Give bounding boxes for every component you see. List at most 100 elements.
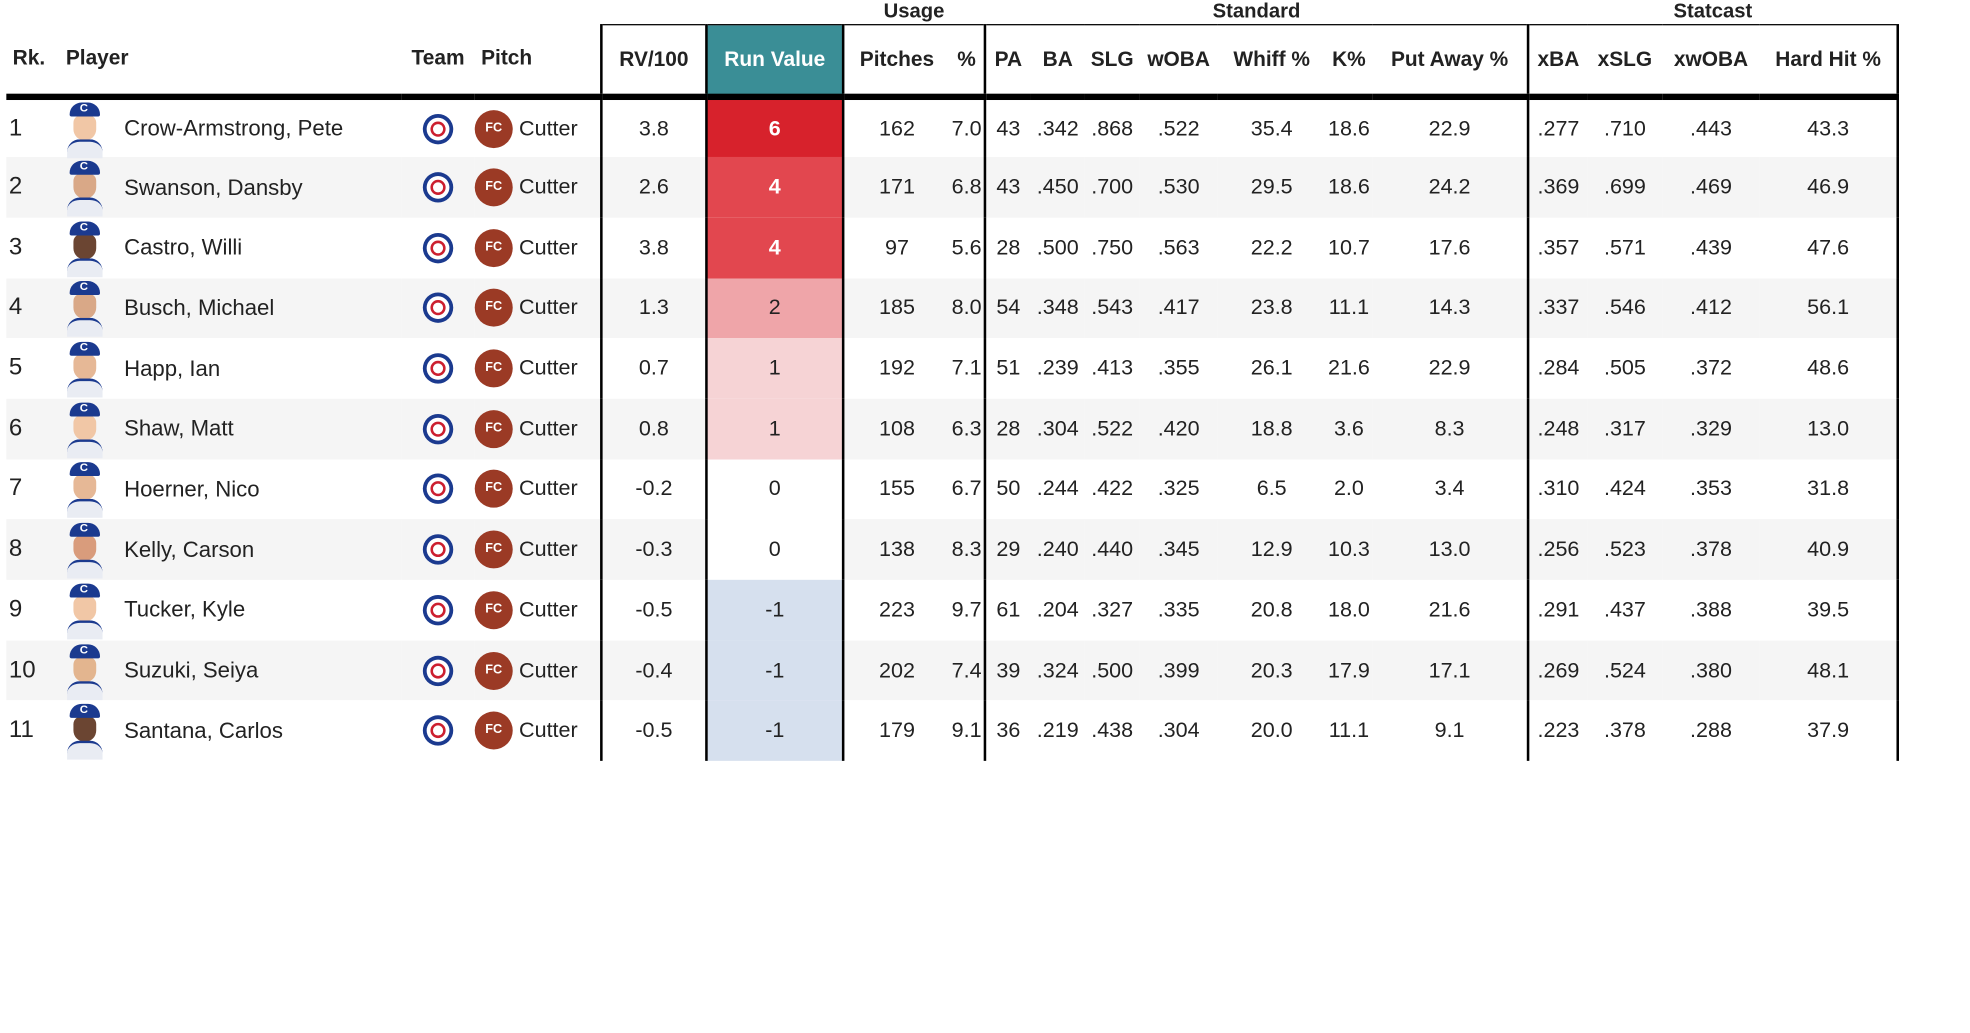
table-row[interactable]: 11Santana, CarlosFCCutter-0.5-11799.136.… [6,700,1900,761]
player-cell[interactable]: Castro, Willi [60,218,402,278]
usage-pct-cell: 9.1 [951,718,982,743]
player-name[interactable]: Castro, Willi [124,234,243,260]
player-cell[interactable]: Kelly, Carson [59,519,402,580]
player-name[interactable]: Suzuki, Seiya [124,657,259,683]
hard-hit-cell: 56.1 [1759,277,1900,339]
player-cell[interactable]: Busch, Michael [59,277,402,339]
pa-cell: 39 [983,640,1031,701]
woba-cell: .304 [1157,718,1200,743]
player-cell[interactable]: Shaw, Matt [59,398,402,460]
player-name[interactable]: Swanson, Dansby [124,174,303,200]
rv100-cell: 2.6 [600,157,707,218]
woba-cell: .325 [1157,476,1200,501]
hard-hit-cell: 40.9 [1759,519,1900,580]
player-name[interactable]: Busch, Michael [124,294,275,321]
table-row[interactable]: 3Castro, WilliFCCutter3.84975.628.500.75… [6,217,1900,278]
pitch-name: Cutter [519,115,578,141]
col-pitches[interactable]: Pitches [841,24,950,101]
xwoba-cell: .372 [1690,355,1732,380]
player-name[interactable]: Happ, Ian [124,355,221,381]
player-headshot [66,461,104,519]
player-cell[interactable]: Santana, Carlos [60,701,402,761]
col-pitch[interactable]: Pitch [474,24,602,101]
pa-cell: 43 [983,157,1031,218]
run-value-cell: 1 [705,398,844,460]
col-xba[interactable]: xBA [1526,24,1588,101]
col-rv100[interactable]: RV/100 [600,24,707,101]
pitches-cell: 97 [841,217,950,278]
player-name[interactable]: Kelly, Carson [124,536,255,562]
player-name[interactable]: Shaw, Matt [124,415,234,441]
table-row[interactable]: 2Swanson, DansbyFCCutter2.641716.843.450… [6,157,1900,218]
table-row[interactable]: 4Busch, MichaelFCCutter1.321858.054.348.… [6,277,1900,339]
col-whiff[interactable]: Whiff % [1217,24,1326,101]
xba-cell: .248 [1526,398,1588,460]
pitches-cell: 108 [841,398,950,460]
player-headshot [66,341,104,398]
col-run-value[interactable]: Run Value [705,24,844,101]
pa-cell: 50 [983,459,1031,520]
slg-cell: .522 [1084,398,1140,460]
xwoba-cell: .388 [1690,597,1732,622]
pa-cell: 61 [983,579,1031,641]
col-put-away[interactable]: Put Away % [1372,24,1529,101]
col-k-pct[interactable]: K% [1325,24,1373,101]
col-xwoba[interactable]: xwOBA [1662,24,1760,101]
col-xslg[interactable]: xSLG [1587,24,1663,101]
fc-pitch-badge: FC [474,651,513,690]
table-row[interactable]: 7Hoerner, NicoFCCutter-0.201556.750.244.… [6,459,1900,520]
pa-cell: 28 [983,398,1031,460]
pitch-name: Cutter [519,295,578,320]
put-away-cell: 22.9 [1428,355,1471,380]
table-row[interactable]: 6Shaw, MattFCCutter0.811086.328.304.522.… [6,398,1900,460]
player-cell[interactable]: Swanson, Dansby [59,157,402,218]
player-cell[interactable]: Crow-Armstrong, Pete [60,97,402,158]
col-usage-pct[interactable]: % [949,24,985,101]
xslg-cell: .317 [1587,398,1663,460]
pitch-cell: FC Cutter [474,97,602,157]
team-cell [401,459,474,519]
table-row[interactable]: 8Kelly, CarsonFCCutter-0.301388.329.240.… [6,519,1900,580]
xba-cell: .337 [1526,277,1588,339]
table-row[interactable]: 5Happ, IanFCCutter0.711927.151.239.413.3… [6,338,1900,399]
pitches-cell: 162 [841,96,950,158]
player-cell[interactable]: Hoerner, Nico [60,459,402,519]
col-player[interactable]: Player [59,24,402,101]
player-name[interactable]: Crow-Armstrong, Pete [124,115,344,141]
xba-cell: .284 [1526,338,1588,399]
col-hard-hit[interactable]: Hard Hit % [1759,24,1900,101]
pitch-name: Cutter [519,174,578,199]
xslg-cell: .571 [1603,235,1646,260]
col-woba[interactable]: wOBA [1139,24,1218,101]
ba-cell: .219 [1036,718,1079,743]
rank-cell: 10 [6,640,60,701]
whiff-cell: 35.4 [1250,115,1293,141]
table-row[interactable]: 1Crow-Armstrong, PeteFCCutter3.861627.04… [6,96,1900,158]
col-ba[interactable]: BA [1030,24,1085,101]
table-row[interactable]: 9Tucker, KyleFCCutter-0.5-12239.761.204.… [6,579,1900,641]
team-cell [401,640,475,701]
xslg-cell: .524 [1587,640,1663,701]
player-name[interactable]: Santana, Carlos [124,717,283,743]
col-team[interactable]: Team [401,24,475,101]
col-rank[interactable]: Rk. [6,24,60,101]
pitches-cell: 155 [841,459,950,520]
fc-pitch-badge: FC [474,109,513,148]
cubs-logo-icon [422,655,454,686]
player-name[interactable]: Tucker, Kyle [124,596,246,623]
xwoba-cell: .288 [1690,718,1732,743]
xba-cell: .223 [1526,700,1588,761]
slg-cell: .327 [1091,597,1134,622]
hard-hit-cell: 48.1 [1759,640,1900,701]
player-cell[interactable]: Happ, Ian [60,338,402,398]
pitches-cell: 138 [841,519,950,580]
ba-cell: .240 [1030,519,1085,580]
whiff-cell: 18.8 [1217,398,1326,460]
player-cell[interactable]: Tucker, Kyle [60,580,402,640]
table-row[interactable]: 10Suzuki, SeiyaFCCutter-0.4-12027.439.32… [6,640,1900,701]
col-pa[interactable]: PA [983,24,1031,101]
player-name[interactable]: Hoerner, Nico [124,475,260,502]
col-slg[interactable]: SLG [1084,24,1140,101]
player-cell[interactable]: Suzuki, Seiya [59,640,402,701]
team-cell [401,97,474,157]
